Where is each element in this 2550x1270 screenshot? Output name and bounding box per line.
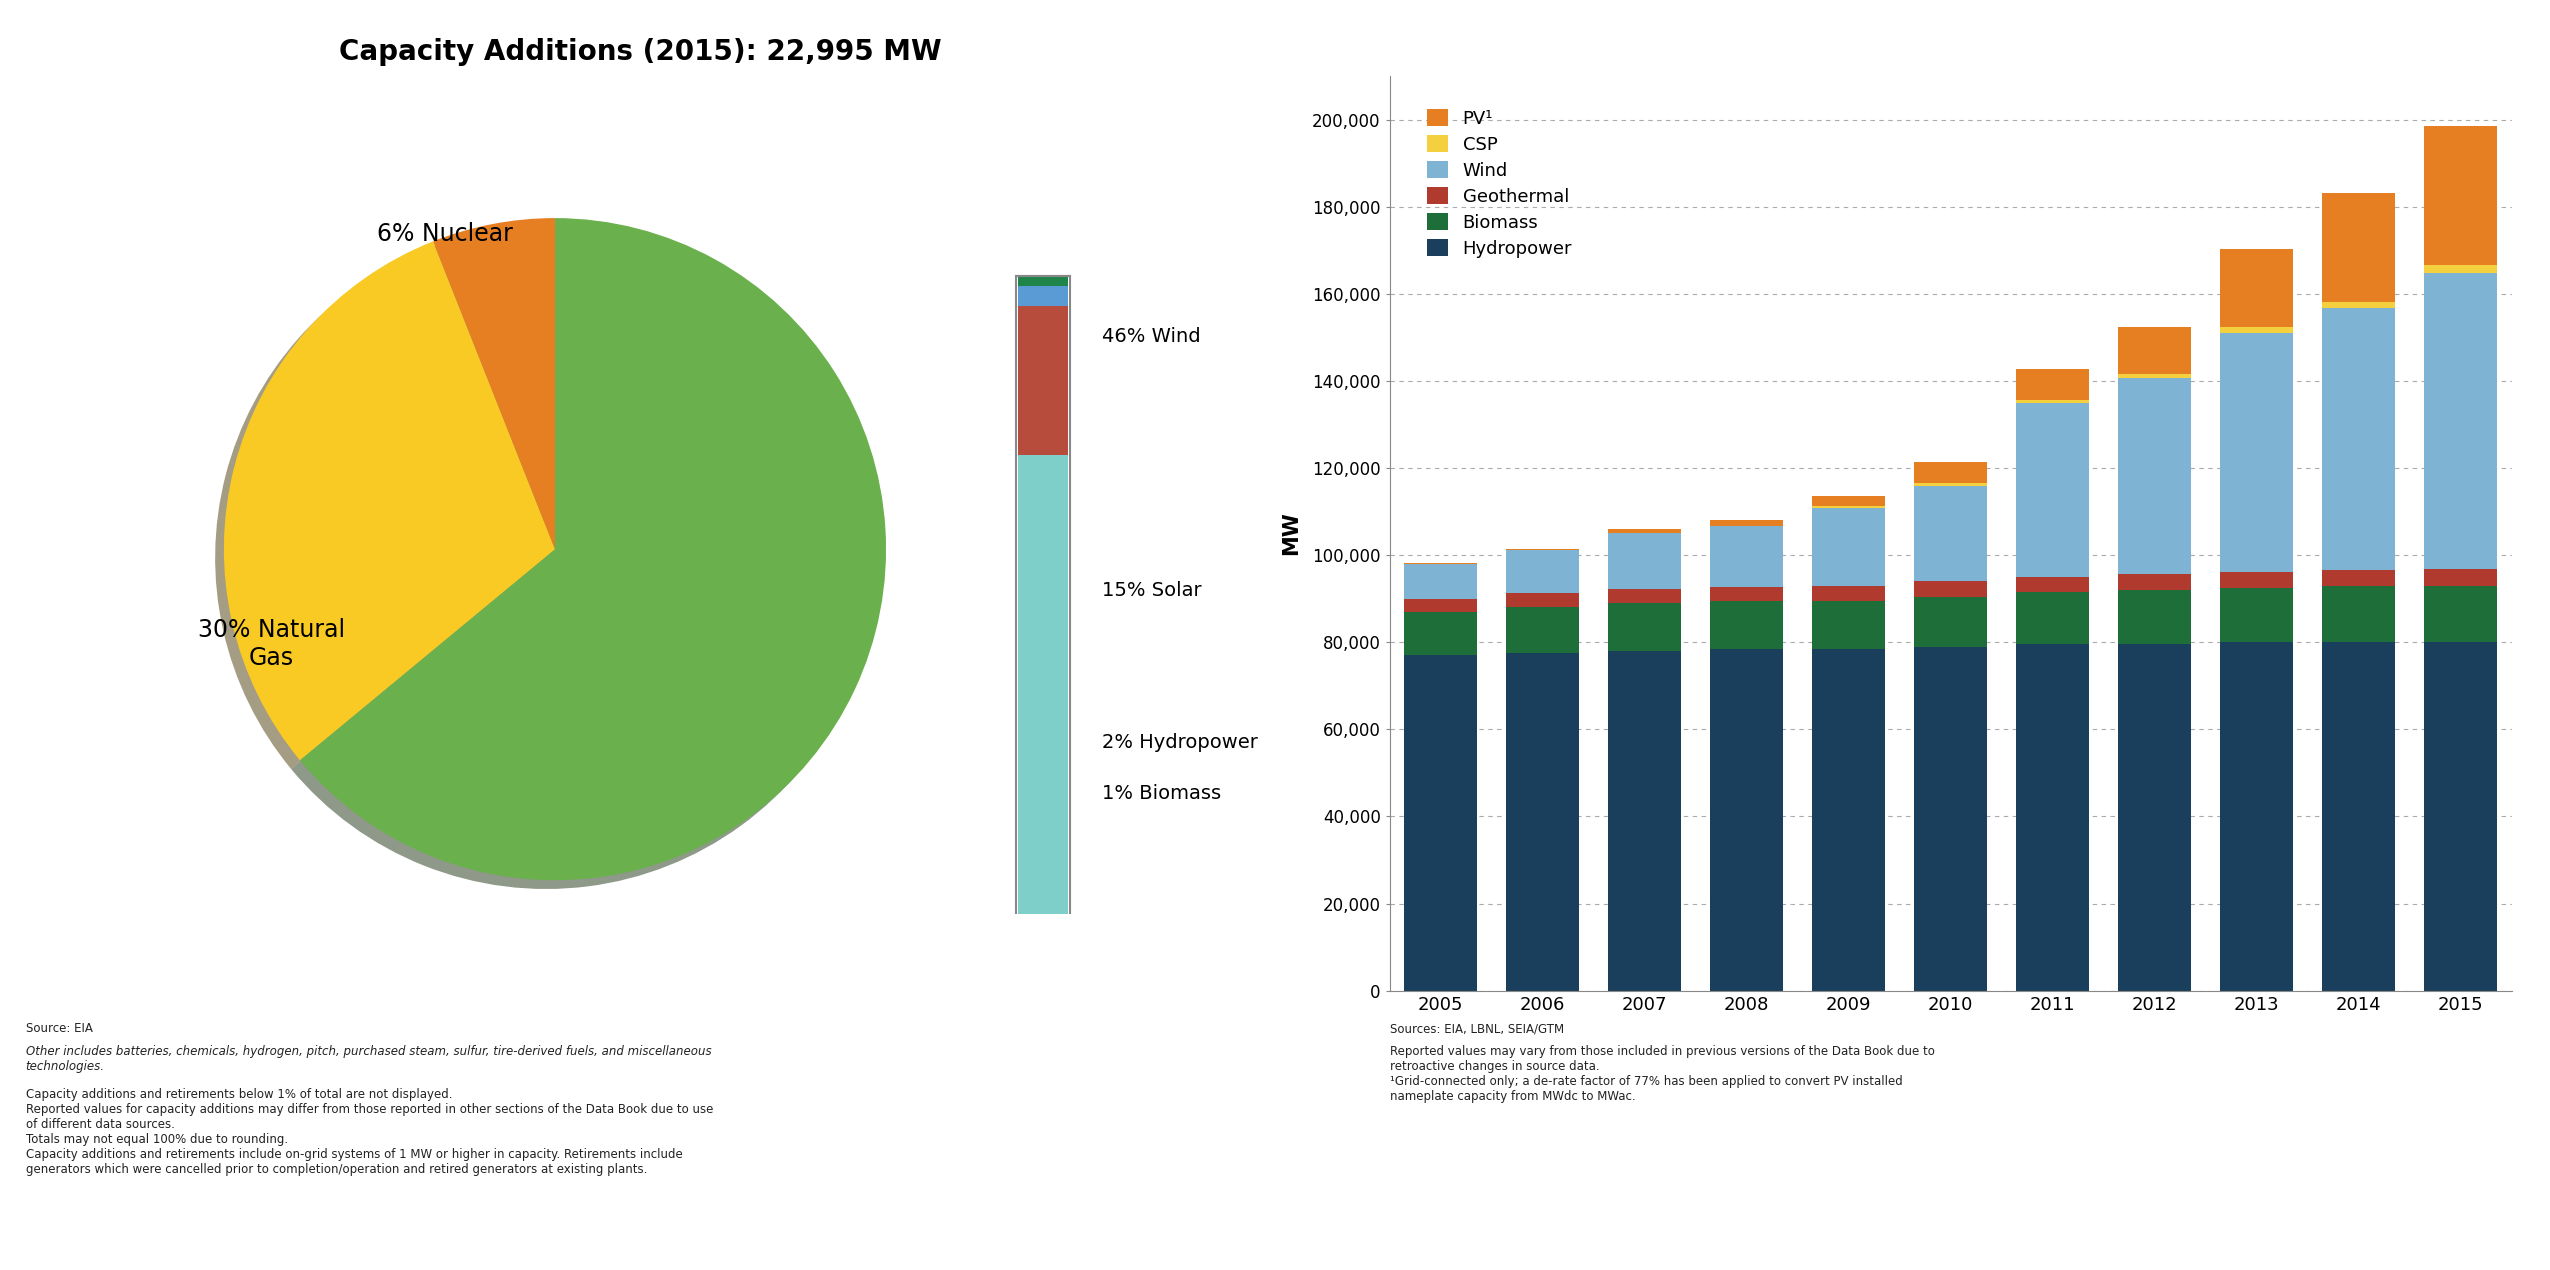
Bar bbox=[2425, 585, 2496, 643]
Bar bbox=[2425, 126, 2496, 265]
Bar bbox=[2425, 265, 2496, 273]
Bar bbox=[2221, 333, 2292, 573]
Bar bbox=[2221, 588, 2292, 643]
Bar bbox=[1507, 607, 1578, 653]
Legend: PV¹, CSP, Wind, Geothermal, Biomass, Hydropower: PV¹, CSP, Wind, Geothermal, Biomass, Hyd… bbox=[1420, 104, 1578, 263]
Bar bbox=[1017, 456, 1068, 914]
Bar bbox=[2323, 309, 2394, 569]
Bar bbox=[2221, 328, 2292, 333]
Bar bbox=[1813, 601, 1884, 649]
Bar bbox=[2119, 644, 2190, 991]
Bar bbox=[2323, 569, 2394, 585]
Bar bbox=[1609, 589, 1680, 603]
Bar bbox=[2119, 574, 2190, 591]
Text: 6% Nuclear: 6% Nuclear bbox=[377, 222, 513, 246]
Bar bbox=[2017, 592, 2088, 644]
Bar bbox=[1813, 508, 1884, 585]
Bar bbox=[2119, 326, 2190, 375]
Text: 46% Wind: 46% Wind bbox=[1102, 328, 1201, 345]
Bar bbox=[1405, 598, 1476, 612]
Bar bbox=[1017, 306, 1068, 456]
Bar bbox=[1711, 521, 1782, 526]
Text: 15% Solar: 15% Solar bbox=[1102, 582, 1201, 599]
Bar bbox=[2323, 193, 2394, 302]
Bar bbox=[1915, 484, 1986, 485]
Bar bbox=[1711, 526, 1782, 587]
Bar bbox=[1915, 461, 1986, 484]
Text: Reported values may vary from those included in previous versions of the Data Bo: Reported values may vary from those incl… bbox=[1390, 1045, 1935, 1104]
Bar bbox=[2119, 378, 2190, 574]
Bar bbox=[1405, 564, 1476, 598]
Bar bbox=[1405, 655, 1476, 991]
Bar bbox=[1015, 276, 1071, 919]
Bar bbox=[2425, 643, 2496, 991]
Bar bbox=[1017, 286, 1068, 306]
Wedge shape bbox=[301, 218, 885, 880]
Bar bbox=[2017, 400, 2088, 403]
Bar bbox=[1915, 646, 1986, 991]
Bar bbox=[1813, 495, 1884, 507]
Bar bbox=[2017, 644, 2088, 991]
Bar bbox=[1609, 530, 1680, 532]
Bar bbox=[2017, 403, 2088, 577]
Bar bbox=[1507, 593, 1578, 607]
Bar bbox=[1507, 653, 1578, 991]
Bar bbox=[2221, 643, 2292, 991]
Bar bbox=[1711, 587, 1782, 601]
Bar bbox=[1915, 485, 1986, 582]
Bar bbox=[2221, 573, 2292, 588]
Text: Capacity additions and retirements below 1% of total are not displayed.
Reported: Capacity additions and retirements below… bbox=[26, 1088, 714, 1176]
Bar bbox=[1915, 597, 1986, 646]
Text: Other includes batteries, chemicals, hydrogen, pitch, purchased steam, sulfur, t: Other includes batteries, chemicals, hyd… bbox=[26, 1045, 711, 1073]
Bar bbox=[1507, 550, 1578, 593]
Bar bbox=[1711, 649, 1782, 991]
Bar bbox=[1813, 649, 1884, 991]
Bar bbox=[2323, 643, 2394, 991]
Bar bbox=[2221, 249, 2292, 328]
Bar bbox=[2425, 569, 2496, 585]
Bar bbox=[2119, 375, 2190, 378]
Bar bbox=[1405, 612, 1476, 655]
Text: 30% Natural
Gas: 30% Natural Gas bbox=[199, 618, 344, 669]
Text: 1% Biomass: 1% Biomass bbox=[1102, 785, 1221, 803]
Bar bbox=[2017, 370, 2088, 400]
Bar bbox=[1813, 507, 1884, 508]
Bar bbox=[1915, 582, 1986, 597]
Text: 64%
Renewables: 64% Renewables bbox=[553, 521, 732, 577]
Bar bbox=[2323, 302, 2394, 309]
Wedge shape bbox=[434, 218, 556, 549]
Y-axis label: MW: MW bbox=[1280, 512, 1300, 555]
Bar bbox=[1609, 603, 1680, 652]
Bar bbox=[1507, 549, 1578, 550]
Text: 2% Hydropower: 2% Hydropower bbox=[1102, 734, 1257, 752]
Bar bbox=[1711, 601, 1782, 649]
Text: Source: EIA: Source: EIA bbox=[26, 1022, 92, 1035]
Bar bbox=[1609, 652, 1680, 991]
Bar bbox=[1609, 532, 1680, 589]
Bar bbox=[2119, 591, 2190, 644]
Bar bbox=[2323, 585, 2394, 643]
Bar bbox=[2425, 273, 2496, 569]
Bar bbox=[2017, 577, 2088, 592]
Bar bbox=[1017, 276, 1068, 286]
Wedge shape bbox=[224, 241, 556, 761]
Text: Sources: EIA, LBNL, SEIA/GTM: Sources: EIA, LBNL, SEIA/GTM bbox=[1390, 1022, 1563, 1035]
Bar bbox=[1813, 585, 1884, 601]
Title: Capacity Additions (2015): 22,995 MW: Capacity Additions (2015): 22,995 MW bbox=[339, 38, 941, 66]
